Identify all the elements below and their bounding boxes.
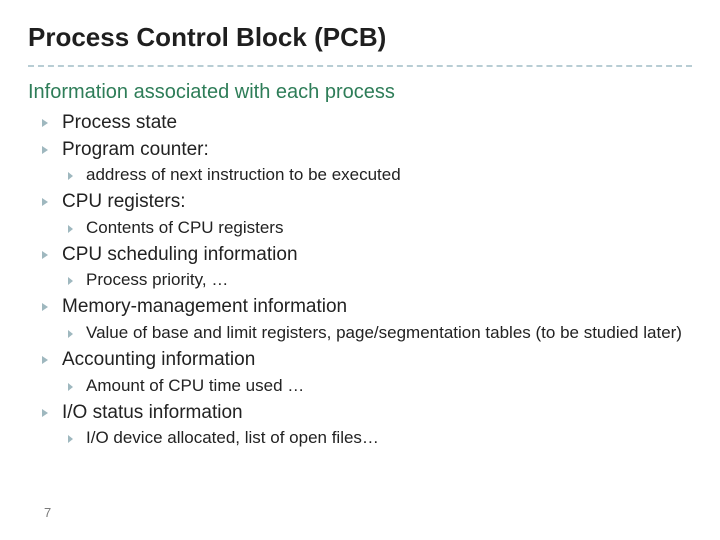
sub-list: Process priority, …	[62, 269, 692, 292]
bullet-list: Process state Program counter: address o…	[28, 110, 692, 450]
list-item: Program counter: address of next instruc…	[62, 137, 692, 188]
sub-list-item: address of next instruction to be execut…	[86, 164, 692, 187]
lead-text: Information associated with each process	[28, 81, 692, 104]
list-item: Accounting information Amount of CPU tim…	[62, 347, 692, 398]
list-item-text: CPU scheduling information	[62, 244, 298, 265]
sub-list-item: Process priority, …	[86, 269, 692, 292]
sub-list: address of next instruction to be execut…	[62, 164, 692, 187]
list-item-text: CPU registers:	[62, 191, 186, 212]
slide-container: Process Control Block (PCB) Information …	[0, 0, 720, 450]
sub-list-item: Contents of CPU registers	[86, 217, 692, 240]
sub-list: I/O device allocated, list of open files…	[62, 427, 692, 450]
sub-list: Value of base and limit registers, page/…	[62, 322, 692, 345]
list-item: I/O status information I/O device alloca…	[62, 400, 692, 451]
slide-title: Process Control Block (PCB)	[28, 22, 692, 53]
sub-list: Amount of CPU time used …	[62, 375, 692, 398]
list-item: Memory-management information Value of b…	[62, 294, 692, 345]
list-item-text: Memory-management information	[62, 296, 347, 317]
list-item: CPU registers: Contents of CPU registers	[62, 189, 692, 240]
sub-list: Contents of CPU registers	[62, 217, 692, 240]
sub-list-item: Value of base and limit registers, page/…	[86, 322, 692, 345]
sub-list-item: I/O device allocated, list of open files…	[86, 427, 692, 450]
list-item-text: Accounting information	[62, 349, 255, 370]
list-item-text: I/O status information	[62, 402, 243, 423]
page-number: 7	[44, 505, 51, 520]
list-item-text: Program counter:	[62, 139, 209, 160]
title-divider	[28, 65, 692, 67]
list-item: Process state	[62, 110, 692, 136]
list-item-text: Process state	[62, 112, 177, 133]
list-item: CPU scheduling information Process prior…	[62, 242, 692, 293]
sub-list-item: Amount of CPU time used …	[86, 375, 692, 398]
